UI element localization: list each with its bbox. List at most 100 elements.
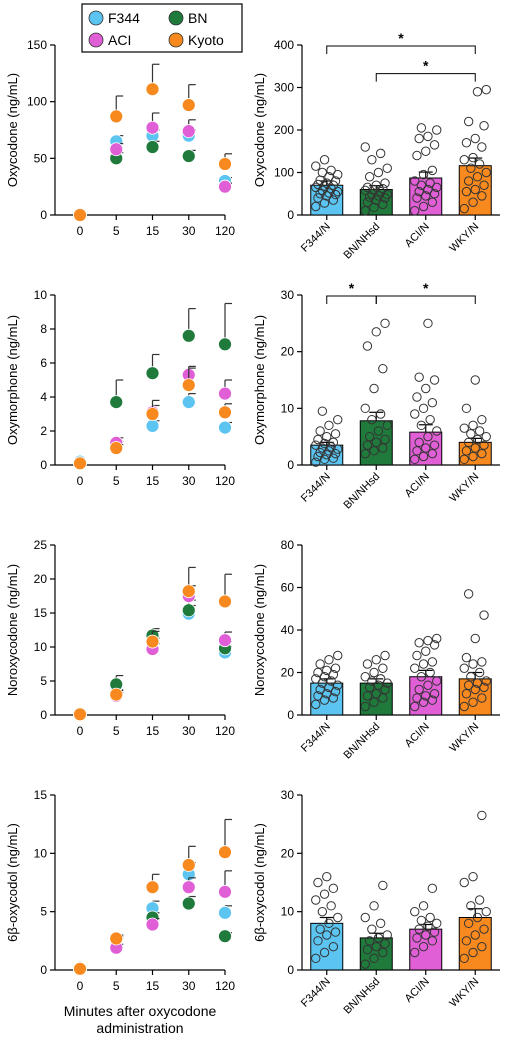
individual-point xyxy=(472,678,483,688)
individual-point xyxy=(378,880,388,891)
individual-point xyxy=(375,918,386,929)
significance-star: * xyxy=(349,280,355,296)
individual-point xyxy=(468,451,478,462)
individual-point xyxy=(324,682,334,693)
individual-point xyxy=(373,933,384,943)
x-tick-label: BN/NHsd xyxy=(341,976,382,1017)
individual-point xyxy=(330,189,341,200)
legend-marker-Kyoto xyxy=(168,32,184,48)
individual-point xyxy=(427,397,438,408)
individual-point xyxy=(429,640,440,650)
individual-point xyxy=(414,133,424,144)
individual-point xyxy=(360,672,370,682)
individual-point xyxy=(459,454,469,465)
x-tick-label: 5 xyxy=(113,474,120,488)
data-point-ACI xyxy=(145,917,160,932)
individual-point xyxy=(322,431,332,442)
y-tick-label: 30 xyxy=(281,788,295,802)
x-tick-label: 30 xyxy=(182,474,196,488)
individual-point xyxy=(418,659,429,669)
x-tick-label: 120 xyxy=(215,979,235,993)
individual-point xyxy=(472,912,483,923)
individual-point xyxy=(427,936,438,946)
individual-point xyxy=(315,924,325,934)
x-tick-label: WKY/N xyxy=(447,976,481,1010)
y-tick-label: 15 xyxy=(34,606,48,620)
x-tick-label: WKY/N xyxy=(447,221,481,255)
individual-point xyxy=(333,169,343,180)
individual-point xyxy=(330,686,341,697)
data-point-Kyoto xyxy=(145,82,160,97)
data-point-BN xyxy=(181,896,196,911)
x-tick-label: 15 xyxy=(146,979,160,993)
individual-point xyxy=(474,667,485,678)
x-tick-label: BN/NHsd xyxy=(341,471,382,512)
y-tick-label: 0 xyxy=(287,708,294,722)
legend-box xyxy=(81,3,243,53)
individual-point xyxy=(315,426,325,436)
individual-point xyxy=(466,429,476,439)
individual-point xyxy=(412,693,422,703)
y-axis-label: 6β-oxycodol (ng/mL) xyxy=(252,823,267,942)
individual-point xyxy=(479,440,489,450)
individual-point xyxy=(432,125,442,135)
individual-point xyxy=(319,155,330,165)
individual-point xyxy=(423,184,433,195)
individual-point xyxy=(326,676,336,686)
x-tick-label: 30 xyxy=(182,724,196,738)
y-tick-label: 100 xyxy=(27,95,47,109)
legend: F344 BN ACI Kyoto xyxy=(81,3,243,53)
individual-point xyxy=(461,689,472,699)
y-tick-label: 25 xyxy=(34,538,48,552)
individual-point xyxy=(360,701,370,712)
significance-bracket xyxy=(326,45,476,54)
individual-point xyxy=(324,655,334,665)
individual-point xyxy=(317,406,328,416)
individual-point xyxy=(319,198,330,208)
individual-point xyxy=(468,947,478,958)
individual-point xyxy=(468,197,478,207)
x-tick-label: ACI/N xyxy=(403,221,432,250)
individual-point xyxy=(427,197,438,207)
individual-point xyxy=(429,440,440,450)
individual-point xyxy=(313,936,323,946)
x-tick-label: WKY/N xyxy=(447,721,481,755)
x-tick-label: 0 xyxy=(77,474,84,488)
individual-point xyxy=(432,182,442,193)
individual-point xyxy=(367,414,377,425)
x-label-line-2: administration xyxy=(96,1020,183,1036)
x-tick-label: F344/N xyxy=(299,471,333,505)
individual-point xyxy=(369,901,379,911)
individual-point xyxy=(375,409,386,419)
data-point-BN xyxy=(145,140,160,154)
y-axis-label: Noroxycodone (ng/mL) xyxy=(5,564,20,696)
individual-point xyxy=(319,889,330,899)
individual-point xyxy=(459,701,469,712)
individual-point xyxy=(333,650,343,661)
individual-point xyxy=(423,318,433,329)
individual-point xyxy=(371,689,381,699)
individual-point xyxy=(479,121,489,131)
individual-point xyxy=(311,182,321,193)
individual-point xyxy=(311,457,321,467)
individual-point xyxy=(429,375,440,385)
data-point-Kyoto xyxy=(109,931,124,946)
individual-point xyxy=(414,437,424,448)
data-point-F344 xyxy=(218,905,232,920)
y-tick-label: 20 xyxy=(34,572,48,586)
individual-point xyxy=(463,918,474,929)
individual-point xyxy=(432,633,442,644)
individual-point xyxy=(360,959,370,969)
individual-point xyxy=(463,116,474,127)
individual-point xyxy=(378,947,388,958)
legend-label: Kyoto xyxy=(188,32,224,48)
data-point-Kyoto xyxy=(218,594,232,609)
data-point-ACI xyxy=(109,142,124,157)
individual-point xyxy=(468,871,478,882)
individual-point xyxy=(425,667,435,678)
x-label-line-1: Minutes after oxycodone xyxy=(64,1003,217,1019)
x-tick-label: BN/NHsd xyxy=(341,721,382,762)
data-point-F344 xyxy=(218,420,232,435)
data-point-ACI xyxy=(181,124,196,139)
individual-point xyxy=(360,142,370,152)
